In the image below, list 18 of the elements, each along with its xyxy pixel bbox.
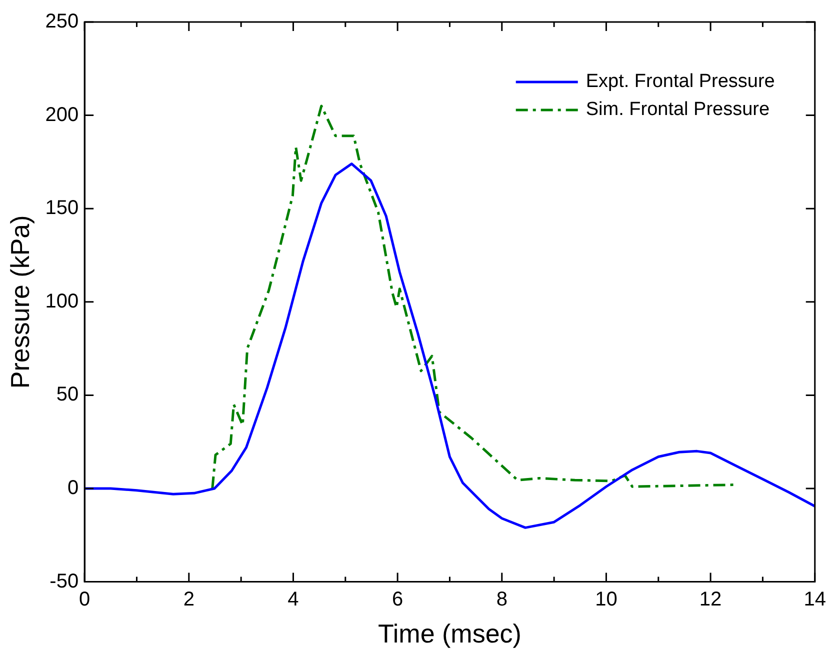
- x-tick-label: 4: [288, 588, 299, 610]
- y-axis-title: Pressure (kPa): [4, 215, 35, 389]
- y-tick-label: -50: [50, 570, 79, 592]
- legend-label: Expt. Frontal Pressure: [586, 71, 775, 92]
- y-tick-label: 150: [45, 197, 79, 220]
- x-tick-label: 12: [699, 588, 722, 610]
- x-tick-label: 6: [392, 588, 404, 610]
- x-tick-label: 10: [595, 588, 618, 610]
- y-tick-label: 0: [67, 477, 79, 500]
- x-tick-label: 14: [804, 588, 826, 610]
- x-tick-label: 2: [183, 588, 194, 610]
- y-tick-label: 50: [56, 384, 79, 406]
- y-tick-label: 100: [45, 290, 79, 312]
- y-tick-label: 200: [45, 104, 79, 126]
- legend-label: Sim. Frontal Pressure: [586, 99, 770, 120]
- y-tick-label: 250: [45, 10, 79, 33]
- x-tick-label: 8: [496, 588, 508, 610]
- x-axis-title: Time (msec): [378, 618, 522, 649]
